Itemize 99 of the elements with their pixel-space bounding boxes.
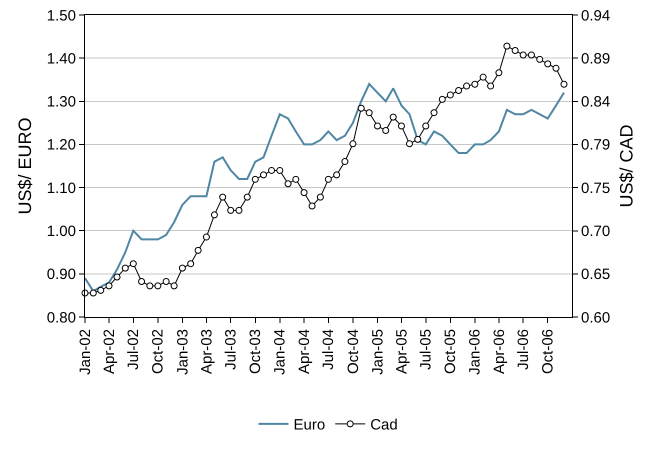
- point: [268, 166, 276, 174]
- point: [146, 282, 154, 290]
- x-tick-label: Oct-03: [247, 329, 264, 374]
- y2-axis-title: US$/ CAD: [616, 124, 636, 208]
- point: [471, 80, 478, 88]
- x-tick-label: Apr-02: [100, 329, 118, 374]
- x-tick-label: Apr-06: [490, 329, 508, 374]
- point: [178, 264, 186, 272]
- point: [560, 80, 568, 88]
- legend-label: Euro: [294, 416, 326, 434]
- point: [544, 60, 552, 68]
- x-tick-label: Jul-02: [125, 329, 142, 370]
- point: [235, 206, 242, 214]
- point: [162, 278, 170, 285]
- point: [316, 194, 324, 201]
- point: [374, 122, 381, 130]
- point: [358, 104, 365, 112]
- point: [422, 122, 430, 130]
- point: [284, 180, 292, 188]
- x-tick-label: Jan-03: [174, 329, 192, 375]
- point: [122, 264, 129, 272]
- y-tick-label: 1.30: [46, 94, 76, 111]
- point: [528, 51, 535, 58]
- x-tick-label: Oct-02: [150, 329, 167, 374]
- y2-tick-label: 0.94: [581, 7, 610, 24]
- point: [227, 206, 234, 214]
- point: [406, 140, 413, 148]
- point: [260, 171, 268, 178]
- point: [503, 42, 510, 50]
- x-tick-label: Apr-04: [296, 329, 313, 374]
- point: [219, 194, 226, 201]
- y-tick-label: 1.10: [46, 180, 76, 197]
- x-tick-label: Jul-06: [515, 329, 532, 370]
- x-tick-label: Jan-02: [76, 329, 94, 375]
- y-tick-label: 1.20: [46, 136, 76, 154]
- point: [455, 87, 462, 94]
- y2-tick-label: 0.65: [581, 266, 610, 284]
- point: [487, 82, 494, 90]
- x-tick-label: Oct-05: [442, 329, 460, 374]
- y2-tick-label: 0.75: [581, 180, 610, 197]
- x-tick-label: Apr-05: [393, 329, 410, 374]
- y-tick-label: 0.90: [46, 266, 76, 284]
- x-tick-label: Jan-05: [369, 329, 386, 375]
- point: [130, 260, 137, 268]
- y-axis-title: US$/ EURO: [14, 117, 35, 215]
- y2-tick-label: 0.60: [581, 309, 610, 326]
- point: [252, 176, 259, 183]
- point: [244, 194, 251, 201]
- point: [114, 274, 121, 281]
- x-tick-label: Jan-06: [466, 329, 484, 375]
- y-tick-label: 1.40: [46, 50, 76, 68]
- y2-tick-label: 0.84: [581, 94, 610, 110]
- y2-tick-label: 0.89: [581, 50, 610, 68]
- x-tick-label: Oct-04: [344, 329, 362, 374]
- y2-tick-label: 0.79: [581, 136, 610, 154]
- point: [463, 82, 470, 90]
- point: [138, 278, 146, 285]
- x-tick-label: Jul-05: [418, 329, 435, 370]
- point: [520, 51, 527, 58]
- point: [495, 69, 502, 76]
- x-tick-label: Oct-06: [540, 329, 557, 374]
- point: [154, 282, 162, 290]
- point: [430, 109, 438, 116]
- point: [194, 246, 202, 254]
- point: [90, 290, 97, 297]
- x-tick-label: Jul-03: [222, 329, 240, 370]
- point: [398, 122, 405, 130]
- point: [536, 56, 544, 63]
- point: [480, 74, 487, 81]
- point: [349, 140, 356, 148]
- y2-tick-label: 0.70: [581, 223, 610, 240]
- x-tick-label: Apr-03: [198, 329, 216, 374]
- point: [97, 286, 104, 294]
- point: [552, 64, 560, 72]
- point: [512, 47, 519, 54]
- point: [382, 126, 390, 134]
- point: [333, 171, 340, 178]
- x-tick-label: Jan-04: [272, 329, 289, 375]
- point: [300, 189, 308, 196]
- point: [414, 136, 422, 143]
- point: [390, 114, 397, 121]
- point: [341, 158, 348, 166]
- point: [324, 176, 332, 183]
- legend-label: Cad: [370, 416, 398, 434]
- point: [292, 176, 300, 183]
- point: [202, 234, 210, 241]
- point: [366, 109, 373, 116]
- point: [446, 91, 454, 98]
- point: [210, 211, 218, 218]
- x-tick-label: Jul-04: [320, 329, 338, 370]
- point: [276, 166, 284, 174]
- point: [106, 282, 113, 290]
- y-tick-label: 1.00: [46, 222, 76, 240]
- point: [308, 202, 316, 210]
- point: [170, 282, 178, 290]
- y-tick-label: 0.80: [46, 309, 76, 326]
- y-tick-label: 1.50: [46, 7, 76, 24]
- point: [187, 260, 194, 268]
- point: [438, 96, 446, 103]
